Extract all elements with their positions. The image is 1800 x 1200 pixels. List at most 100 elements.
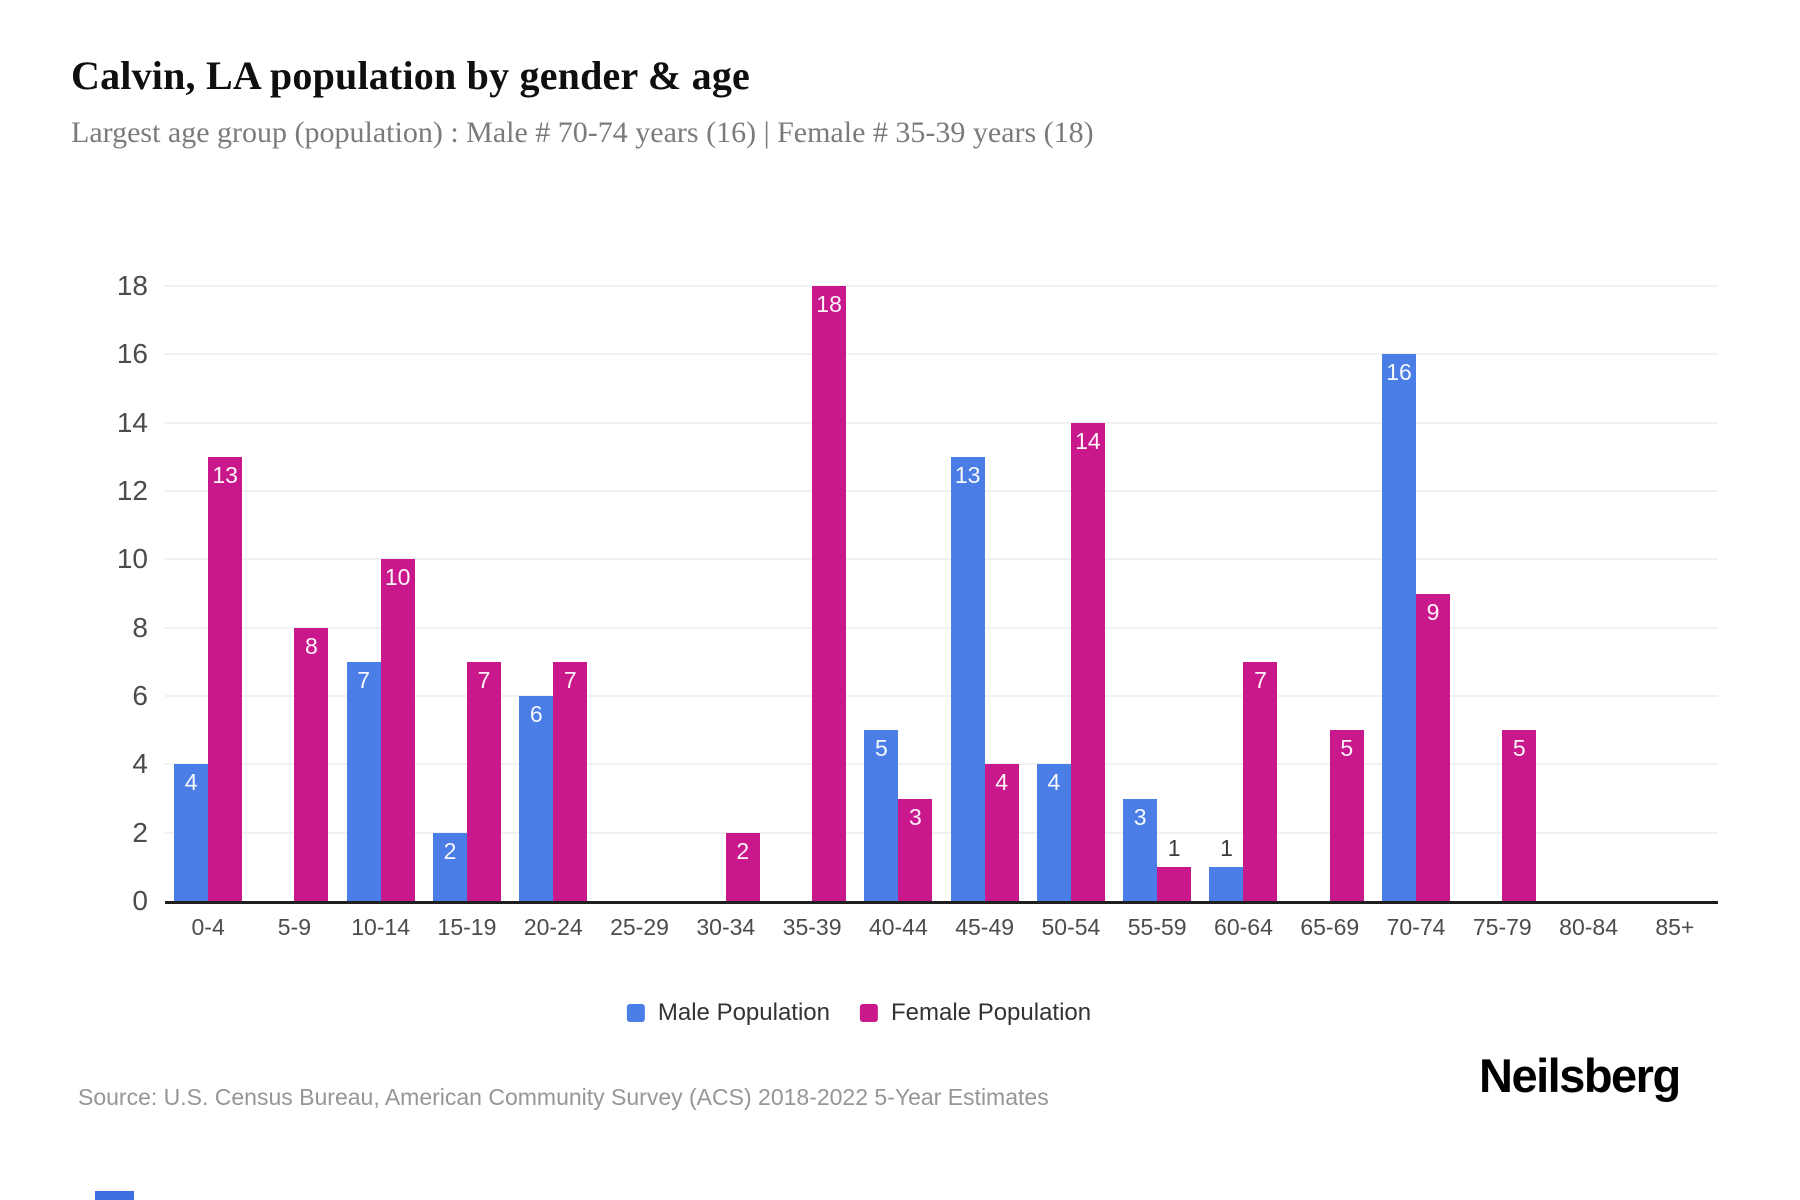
- male-bar-50-54: [1036, 764, 1071, 901]
- bar-value-label: 10: [384, 564, 411, 591]
- x-axis-tick-label: 10-14: [351, 914, 411, 940]
- female-bar-20-24: [553, 661, 588, 901]
- x-axis-tick-label: 5-9: [277, 914, 312, 940]
- legend-swatch-icon: [860, 1004, 878, 1022]
- x-axis-tick-label: 40-44: [868, 914, 928, 940]
- female-bar-0-4: [208, 456, 243, 901]
- y-axis-tick-label: 4: [132, 748, 148, 780]
- x-axis-tick-label: 20-24: [523, 914, 583, 940]
- gridline: [165, 626, 1718, 629]
- bar-value-label: 16: [1386, 359, 1412, 386]
- x-axis-tick-label: 65-69: [1300, 914, 1360, 940]
- bar-value-label: 1: [1167, 834, 1181, 861]
- page-subtitle: Largest age group (population) : Male # …: [71, 116, 1094, 149]
- male-bar-60-64: [1209, 866, 1244, 901]
- bar-value-label: 4: [1047, 769, 1061, 796]
- male-bar-10-14: [346, 661, 381, 901]
- bar-value-label: 18: [816, 291, 842, 317]
- bar-value-label: 4: [184, 769, 198, 796]
- x-axis-tick-label: 80-84: [1559, 914, 1618, 940]
- x-axis-tick-label: 85+: [1655, 914, 1695, 940]
- x-axis-tick-label: 45-49: [955, 914, 1015, 940]
- x-axis-tick-label: 25-29: [610, 914, 669, 940]
- y-axis-tick-label: 18: [116, 270, 148, 301]
- female-bar-65-69: [1329, 730, 1364, 901]
- x-axis-tick-label: 35-39: [782, 914, 842, 940]
- legend-item-male-population[interactable]: Male Population: [626, 999, 830, 1027]
- gridline: [165, 558, 1718, 561]
- bar-value-label: 2: [736, 837, 750, 864]
- gridline: [165, 421, 1718, 424]
- gridline: [165, 695, 1718, 697]
- gridline: [165, 490, 1718, 492]
- x-axis-tick-label: 15-19: [437, 914, 497, 940]
- x-axis-tick-label: 70-74: [1386, 914, 1446, 940]
- y-axis-tick-label: 14: [116, 406, 148, 438]
- female-bar-60-64: [1243, 661, 1278, 901]
- female-bar-30-34: [725, 832, 760, 901]
- bar-value-label: 5: [1340, 735, 1354, 762]
- female-bar-45-49: [984, 764, 1019, 901]
- female-bar-35-39: [812, 286, 847, 901]
- male-bar-20-24: [519, 696, 554, 901]
- x-axis-line: [165, 901, 1718, 904]
- bar-value-label: 7: [563, 666, 577, 693]
- female-bar-55-59: [1157, 866, 1192, 901]
- bar-value-label: 14: [1075, 427, 1101, 454]
- y-axis-tick-label: 12: [116, 475, 148, 506]
- bar-value-label: 9: [1426, 598, 1440, 625]
- y-axis-tick-label: 0: [132, 885, 148, 916]
- bar-value-label: 3: [908, 803, 922, 830]
- bar-value-label: 7: [477, 666, 491, 693]
- male-bar-40-44: [864, 730, 899, 901]
- x-axis-tick-label: 55-59: [1127, 914, 1187, 940]
- gridline: [165, 353, 1718, 356]
- y-axis-tick-label: 16: [116, 338, 148, 370]
- bar-value-label: 1: [1220, 834, 1233, 861]
- male-bar-15-19: [432, 832, 467, 901]
- bar-value-label: 3: [1133, 803, 1147, 830]
- y-axis-tick-label: 10: [116, 543, 148, 575]
- x-axis-tick-label: 75-79: [1472, 914, 1532, 940]
- male-bar-45-49: [950, 456, 985, 901]
- female-bar-10-14: [380, 559, 415, 901]
- y-axis-tick-label: 2: [132, 816, 148, 848]
- male-bar-0-4: [174, 764, 209, 901]
- female-bar-70-74: [1416, 593, 1451, 901]
- y-axis-tick-label: 6: [132, 680, 148, 711]
- x-axis-tick-label: 60-64: [1214, 914, 1273, 940]
- bottom-blue-strip: [95, 1191, 134, 1200]
- bar-value-label: 7: [1254, 666, 1267, 693]
- legend-swatch-icon: [626, 1004, 645, 1022]
- female-bar-50-54: [1070, 422, 1105, 901]
- bar-value-label: 13: [954, 461, 981, 488]
- bar-value-label: 5: [1512, 735, 1526, 762]
- bar-value-label: 2: [443, 837, 457, 864]
- female-bar-5-9: [294, 627, 329, 901]
- bar-value-label: 7: [357, 666, 371, 693]
- gridline: [165, 831, 1718, 834]
- y-axis-tick-label: 8: [132, 611, 148, 643]
- page-title: Calvin, LA population by gender & age: [71, 53, 751, 98]
- source-attribution: Source: U.S. Census Bureau, American Com…: [78, 1084, 1049, 1110]
- bar-value-label: 13: [212, 461, 238, 488]
- male-bar-55-59: [1123, 798, 1158, 901]
- legend-label: Male Population: [657, 999, 830, 1026]
- female-bar-40-44: [898, 798, 933, 901]
- gridline: [165, 285, 1718, 287]
- neilsberg-logo: Neilsberg: [1479, 1049, 1681, 1102]
- gridline: [165, 763, 1718, 766]
- legend-label: Female Population: [891, 999, 1092, 1026]
- x-axis-tick-label: 30-34: [696, 914, 756, 940]
- bar-value-label: 4: [995, 769, 1009, 796]
- legend-item-female-population[interactable]: Female Population: [860, 999, 1091, 1027]
- female-bar-15-19: [466, 661, 501, 901]
- chart-legend: Male Population Female Population: [626, 999, 1091, 1027]
- bar-value-label: 6: [529, 701, 543, 727]
- male-bar-70-74: [1382, 354, 1417, 901]
- bar-value-label: 5: [874, 735, 888, 762]
- x-axis-tick-label: 0-4: [191, 914, 225, 940]
- bar-value-label: 8: [305, 632, 318, 659]
- female-bar-75-79: [1502, 730, 1537, 901]
